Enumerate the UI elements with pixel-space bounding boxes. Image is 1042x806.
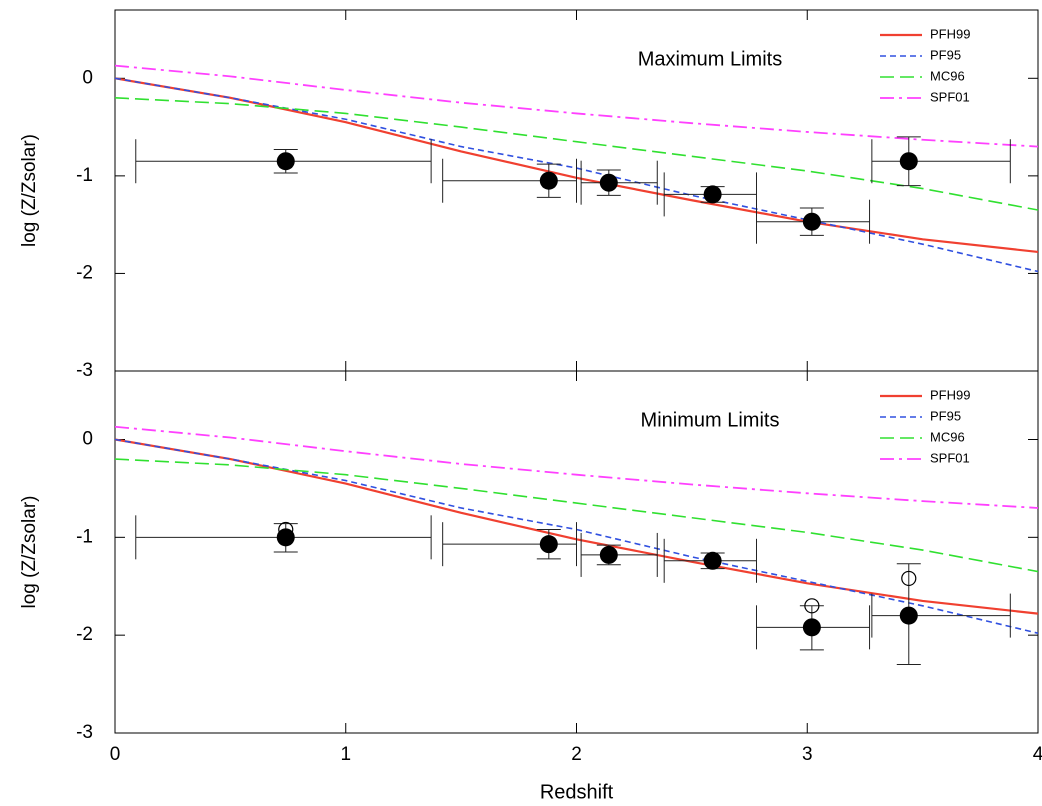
y-axis-label: log (Z/Zsolar)	[19, 496, 40, 609]
y-tick-label: 0	[82, 67, 93, 88]
data-point	[703, 551, 722, 570]
y-tick-label: 0	[82, 429, 93, 450]
x-tick-label: 2	[571, 744, 582, 765]
data-point	[276, 152, 295, 171]
data-point	[599, 173, 618, 192]
legend-label: MC96	[930, 68, 965, 83]
y-tick-label: -2	[76, 624, 93, 645]
y-tick-label: -3	[76, 722, 93, 743]
x-tick-label: 1	[340, 744, 351, 765]
annotation: Maximum Limits	[638, 48, 782, 70]
x-tick-label: 4	[1033, 744, 1042, 765]
open-point	[804, 598, 820, 614]
y-tick-label: -2	[76, 262, 93, 283]
y-tick-label: -1	[76, 165, 93, 186]
annotation: Minimum Limits	[641, 409, 780, 431]
y-tick-label: -3	[76, 360, 93, 381]
series-line	[115, 425, 1038, 509]
series-line	[115, 64, 1038, 148]
data-point	[539, 171, 558, 190]
series-line	[115, 458, 1038, 573]
open-point	[901, 570, 917, 587]
legend-label: PF95	[930, 47, 961, 62]
y-axis-label: log (Z/Zsolar)	[19, 134, 40, 247]
y-tick-label: -1	[76, 526, 93, 547]
legend-label: SPF01	[930, 450, 970, 465]
data-point	[276, 528, 295, 547]
legend-label: SPF01	[930, 89, 970, 104]
x-tick-label: 0	[110, 744, 121, 765]
x-tick-label: 3	[802, 744, 813, 765]
legend-label: PF95	[930, 408, 961, 423]
legend-label: PFH99	[930, 26, 970, 41]
data-point	[599, 545, 618, 564]
data-point	[539, 535, 558, 554]
data-point	[899, 152, 918, 171]
data-point	[802, 618, 821, 637]
legend-label: PFH99	[930, 387, 970, 402]
legend-label: MC96	[930, 429, 965, 444]
series-line	[115, 97, 1038, 211]
x-axis-label: Redshift	[540, 781, 614, 803]
data-point	[802, 212, 821, 231]
data-point	[899, 606, 918, 625]
data-point	[703, 185, 722, 204]
